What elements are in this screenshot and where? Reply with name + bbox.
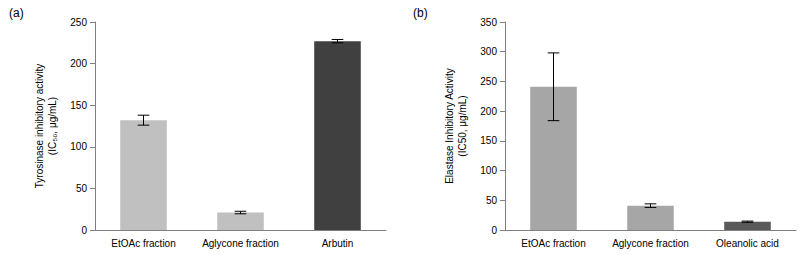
svg-text:Oleanolic acid: Oleanolic acid [716, 238, 779, 249]
svg-text:Tyrosinase inhibitory activity: Tyrosinase inhibitory activity [34, 64, 45, 189]
svg-text:Aglycone fraction: Aglycone fraction [612, 238, 689, 249]
svg-text:150: 150 [480, 135, 497, 146]
svg-text:EtOAc fraction: EtOAc fraction [111, 238, 175, 249]
svg-text:(IC₅₀, μg/mL): (IC₅₀, μg/mL) [47, 97, 58, 155]
svg-text:(IC50, μg/mL): (IC50, μg/mL) [457, 95, 468, 156]
svg-text:300: 300 [480, 46, 497, 57]
svg-text:Aglycone fraction: Aglycone fraction [202, 238, 279, 249]
svg-text:Elastase Inhibitory Activity: Elastase Inhibitory Activity [444, 68, 455, 184]
svg-text:100: 100 [70, 141, 87, 152]
svg-text:150: 150 [70, 100, 87, 111]
svg-text:(a): (a) [9, 6, 24, 20]
svg-text:350: 350 [480, 17, 497, 28]
svg-text:0: 0 [491, 225, 497, 236]
svg-text:250: 250 [70, 17, 87, 28]
svg-text:100: 100 [480, 165, 497, 176]
svg-text:250: 250 [480, 76, 497, 87]
svg-text:200: 200 [480, 106, 497, 117]
svg-text:(b): (b) [413, 6, 428, 20]
svg-text:50: 50 [486, 195, 498, 206]
svg-text:EtOAc fraction: EtOAc fraction [521, 238, 585, 249]
svg-text:50: 50 [76, 183, 88, 194]
svg-text:0: 0 [81, 225, 87, 236]
svg-text:200: 200 [70, 58, 87, 69]
svg-text:Arbutin: Arbutin [322, 238, 354, 249]
